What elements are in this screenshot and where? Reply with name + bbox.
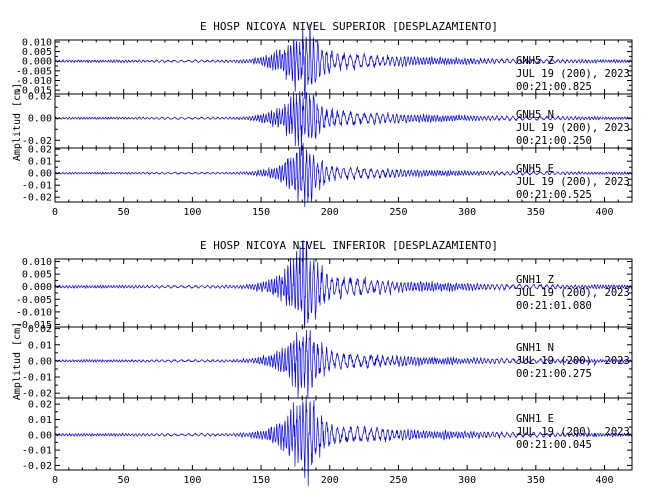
y-tick-label: 0.010 — [22, 37, 52, 48]
time-label: 00:21:00.825 — [516, 81, 592, 93]
y-tick-label: -0.015 — [16, 320, 52, 331]
y-tick-label: 0.005 — [22, 270, 52, 281]
date-label: JUL 19 (200), 2023 — [516, 176, 630, 188]
y-tick-label: 0.02 — [28, 400, 52, 411]
trace-line-gnh5-e — [54, 142, 633, 208]
y-tick-label: -0.015 — [16, 86, 52, 97]
y-tick-label: -0.005 — [16, 295, 52, 306]
trace-line-gnh1-n — [54, 329, 633, 399]
y-tick-label: -0.01 — [22, 181, 52, 192]
y-tick-label: -0.02 — [22, 389, 52, 400]
date-label: JUL 19 (200), 2023 — [516, 426, 630, 438]
x-tick-label: 0 — [52, 475, 58, 486]
top-y-axis-label: Amplitud [cm] — [12, 83, 23, 161]
y-tick-label: 0.010 — [22, 257, 52, 268]
x-tick-label: 200 — [321, 475, 339, 486]
date-label: JUL 19 (200), 2023 — [516, 68, 630, 80]
y-tick-label: -0.02 — [22, 136, 52, 147]
x-tick-label: 150 — [252, 475, 270, 486]
y-tick-label: -0.005 — [16, 66, 52, 77]
trace-line-gnh5-z — [54, 24, 633, 100]
x-tick-label: 350 — [527, 207, 545, 218]
x-tick-label: 150 — [252, 207, 270, 218]
date-label: JUL 19 (200), 2023 — [516, 122, 630, 134]
time-label: 00:21:01.080 — [516, 300, 592, 312]
time-label: 00:21:00.045 — [516, 439, 592, 451]
y-tick-label: 0.02 — [28, 324, 52, 335]
x-tick-label: 50 — [118, 207, 130, 218]
channel-label: GNH5 E — [516, 163, 554, 175]
x-tick-label: 350 — [527, 475, 545, 486]
channel-label: GNH1 Z — [516, 274, 554, 286]
y-tick-label: 0.00 — [28, 169, 52, 180]
y-tick-label: 0.01 — [28, 415, 52, 426]
y-tick-label: -0.010 — [16, 76, 52, 87]
x-tick-label: 200 — [321, 207, 339, 218]
x-tick-label: 0 — [52, 207, 58, 218]
channel-label: GNH5 N — [516, 109, 554, 121]
x-tick-label: 250 — [389, 475, 407, 486]
channel-label: GNH1 E — [516, 413, 554, 425]
channel-label: GNH1 N — [516, 342, 554, 354]
y-tick-label: 0.00 — [28, 114, 52, 125]
y-tick-label: -0.01 — [22, 373, 52, 384]
bottom-x-axis: 0 50 100 150 200 250 300 350 400 — [52, 475, 614, 486]
top-x-axis: 0 50 100 150 200 250 300 350 400 — [52, 207, 614, 218]
y-tick-label: 0.000 — [22, 57, 52, 68]
x-tick-label: 50 — [118, 475, 130, 486]
y-tick-label: 0.02 — [28, 145, 52, 156]
y-tick-label: 0.01 — [28, 340, 52, 351]
x-tick-label: 300 — [458, 475, 476, 486]
x-tick-label: 100 — [183, 475, 201, 486]
x-tick-label: 400 — [595, 207, 613, 218]
y-tick-label: 0.00 — [28, 430, 52, 441]
x-tick-label: 400 — [595, 475, 613, 486]
y-tick-label: 0.00 — [28, 356, 52, 367]
bottom-y-axis-label: Amplitud [cm] — [12, 322, 23, 400]
y-tick-label: 0.000 — [22, 282, 52, 293]
y-tick-label: 0.02 — [28, 92, 52, 103]
top-figure-title: E HOSP NICOYA NIVEL SUPERIOR [DESPLAZAMI… — [200, 20, 498, 33]
y-tick-label: 0.005 — [22, 47, 52, 58]
y-tick-label: 0.01 — [28, 157, 52, 168]
trace-line-gnh1-z — [54, 239, 633, 329]
x-tick-label: 100 — [183, 207, 201, 218]
time-label: 00:21:00.250 — [516, 135, 592, 147]
x-tick-label: 300 — [458, 207, 476, 218]
y-tick-label: -0.01 — [22, 446, 52, 457]
y-tick-label: -0.010 — [16, 307, 52, 318]
y-tick-label: -0.02 — [22, 193, 52, 204]
x-tick-label: 250 — [389, 207, 407, 218]
trace-line-gnh5-n — [54, 91, 633, 156]
bottom-figure-title: E HOSP NICOYA NIVEL INFERIOR [DESPLAZAMI… — [200, 239, 498, 252]
channel-label: GNH5 Z — [516, 55, 554, 67]
date-label: JUL 19 (200), 2023 — [516, 355, 630, 367]
y-tick-label: -0.02 — [22, 461, 52, 472]
time-label: 00:21:00.275 — [516, 368, 592, 380]
time-label: 00:21:00.525 — [516, 189, 592, 201]
date-label: JUL 19 (200), 2023 — [516, 287, 630, 299]
trace-line-gnh1-e — [54, 395, 633, 487]
